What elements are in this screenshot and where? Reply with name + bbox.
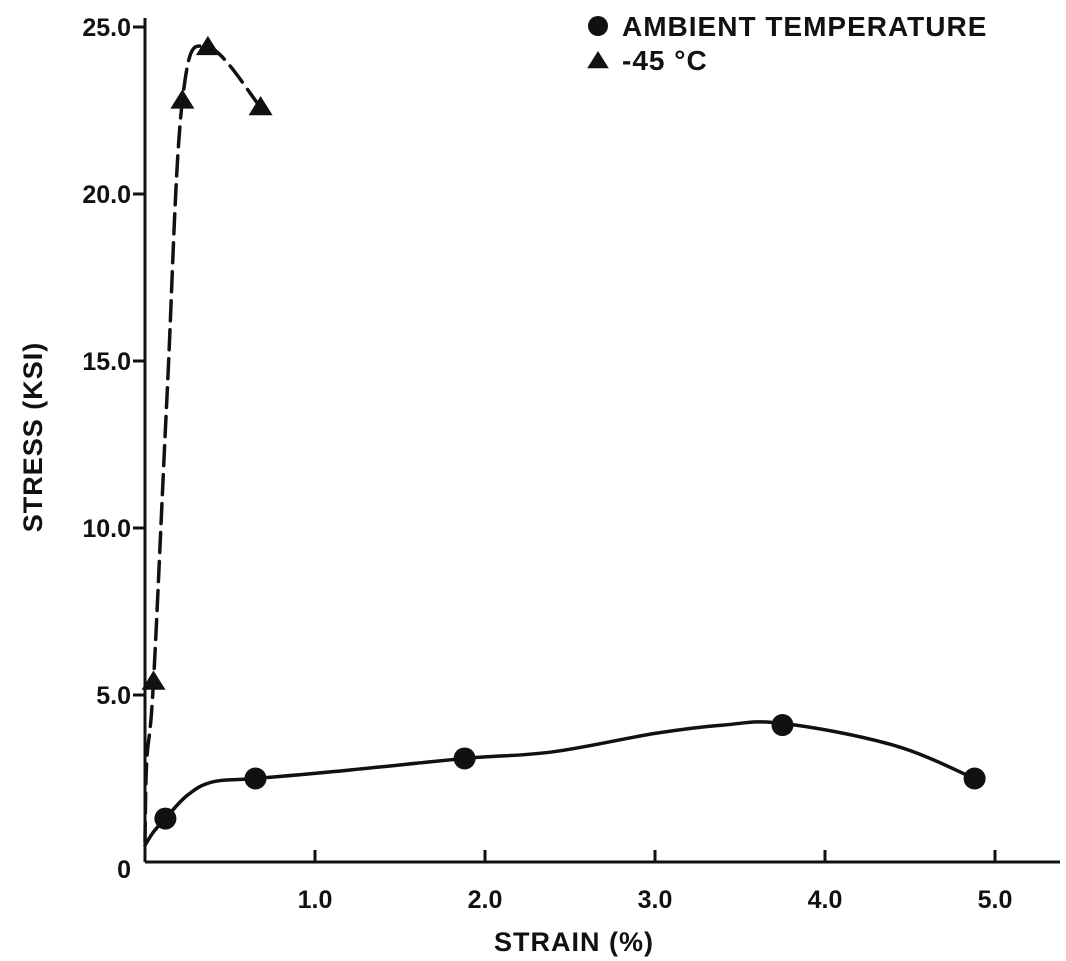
y-tick-label: 20.0 bbox=[82, 181, 131, 209]
series-line bbox=[143, 720, 977, 848]
y-tick-label: 5.0 bbox=[96, 682, 131, 710]
legend-label: -45 °C bbox=[622, 45, 708, 76]
data-point-triangle bbox=[248, 96, 273, 116]
legend: AMBIENT TEMPERATURE-45 °C bbox=[587, 11, 987, 76]
y-axis-ticks: 0 5.0 10.0 15.0 20.0 25.0 bbox=[82, 14, 145, 884]
x-axis-ticks: 1.0 2.0 3.0 4.0 5.0 bbox=[298, 850, 1013, 914]
data-point-triangle bbox=[195, 35, 220, 56]
x-tick-label: 2.0 bbox=[468, 886, 503, 914]
data-point-circle bbox=[154, 807, 177, 830]
data-point-circle bbox=[963, 767, 986, 790]
x-tick-label: 5.0 bbox=[978, 886, 1013, 914]
y-tick-label: 25.0 bbox=[82, 14, 131, 42]
x-axis-title: STRAIN (%) bbox=[494, 927, 654, 957]
series-line bbox=[143, 44, 263, 844]
x-tick-label: 3.0 bbox=[638, 886, 673, 914]
legend-marker-triangle bbox=[587, 51, 609, 69]
data-point-circle bbox=[453, 747, 476, 770]
legend-label: AMBIENT TEMPERATURE bbox=[622, 11, 987, 42]
y-tick-label: 0 bbox=[117, 856, 131, 884]
y-axis-title: STRESS (KSI) bbox=[18, 342, 48, 533]
x-tick-label: 1.0 bbox=[298, 886, 333, 914]
series-layer bbox=[141, 35, 986, 848]
series-circle bbox=[143, 714, 986, 848]
legend-marker-circle bbox=[588, 16, 608, 36]
series-triangle bbox=[141, 35, 273, 844]
y-tick-label: 10.0 bbox=[82, 515, 131, 543]
data-point-triangle bbox=[170, 89, 195, 109]
data-point-circle bbox=[244, 767, 267, 790]
x-tick-label: 4.0 bbox=[808, 886, 843, 914]
data-point-circle bbox=[771, 714, 794, 737]
data-point-triangle bbox=[141, 670, 166, 690]
y-tick-label: 15.0 bbox=[82, 348, 131, 376]
axes bbox=[143, 18, 1060, 864]
